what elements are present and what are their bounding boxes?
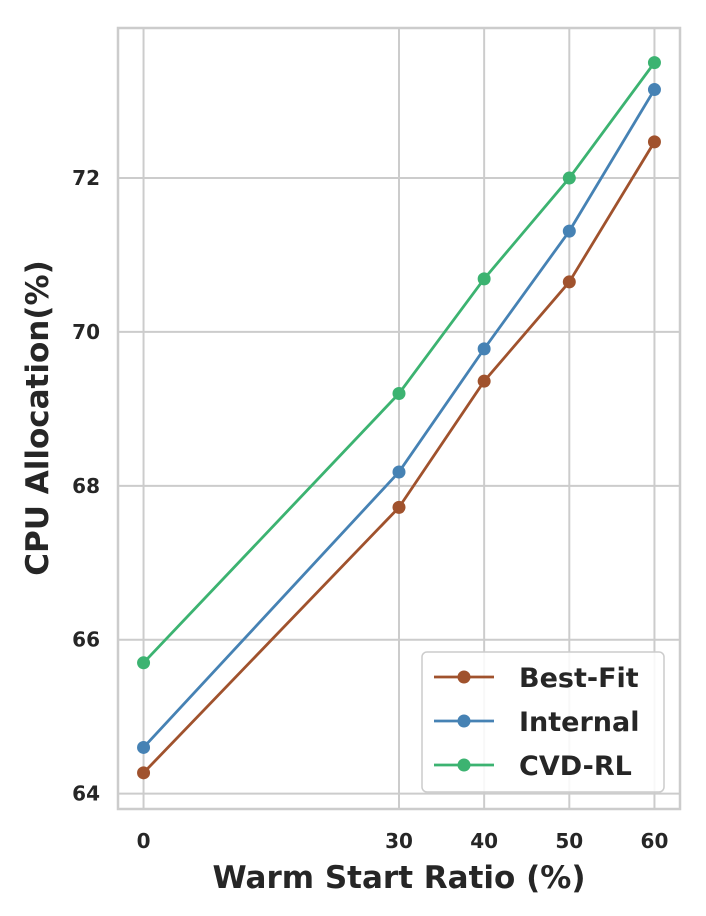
x-axis-label: Warm Start Ratio (%) (212, 860, 585, 896)
grid (118, 28, 680, 809)
legend: Best-Fit Internal CVD-RL (421, 651, 665, 793)
x-tick-label: 30 (385, 829, 413, 853)
series-layer (137, 56, 661, 780)
legend-item-cvd-rl: CVD-RL (434, 751, 632, 782)
legend-marker (457, 758, 471, 772)
data-point-internal (137, 740, 151, 754)
legend-label: Internal (519, 707, 640, 738)
x-tick-label: 0 (137, 829, 151, 853)
data-point-cvd-rl (562, 171, 576, 185)
data-point-cvd-rl (392, 386, 406, 400)
legend-marker (457, 714, 471, 728)
x-tick-label: 40 (470, 829, 498, 853)
legend-item-internal: Internal (434, 707, 640, 738)
x-tick-label: 60 (641, 829, 669, 853)
data-point-best-fit (392, 500, 406, 514)
y-tick-label: 72 (72, 166, 100, 190)
data-point-internal (392, 465, 406, 479)
y-axis-label: CPU Allocation(%) (20, 260, 56, 575)
y-tick-label: 70 (72, 320, 100, 344)
x-tick-labels: 0 30 40 50 60 (137, 829, 669, 853)
data-point-cvd-rl (137, 656, 151, 670)
legend-marker (457, 670, 471, 684)
legend-box (421, 651, 665, 793)
data-point-internal (477, 342, 491, 356)
data-point-best-fit (647, 135, 661, 149)
y-tick-label: 64 (72, 782, 100, 806)
data-point-internal (647, 83, 661, 97)
legend-item-best-fit: Best-Fit (434, 663, 639, 694)
plot-frame (116, 26, 682, 811)
legend-label: Best-Fit (519, 663, 639, 694)
series-cvd-rl (137, 56, 661, 670)
series-internal (137, 83, 661, 754)
y-tick-labels: 64 66 68 70 72 (72, 166, 100, 806)
data-point-best-fit (562, 275, 576, 289)
y-tick-label: 66 (72, 628, 100, 652)
data-point-internal (562, 224, 576, 238)
data-point-best-fit (477, 374, 491, 388)
data-point-cvd-rl (647, 56, 661, 70)
data-point-best-fit (137, 766, 151, 780)
y-tick-label: 68 (72, 474, 100, 498)
series-best-fit (137, 135, 661, 780)
data-point-cvd-rl (477, 272, 491, 286)
legend-label: CVD-RL (519, 751, 632, 782)
x-tick-label: 50 (555, 829, 583, 853)
